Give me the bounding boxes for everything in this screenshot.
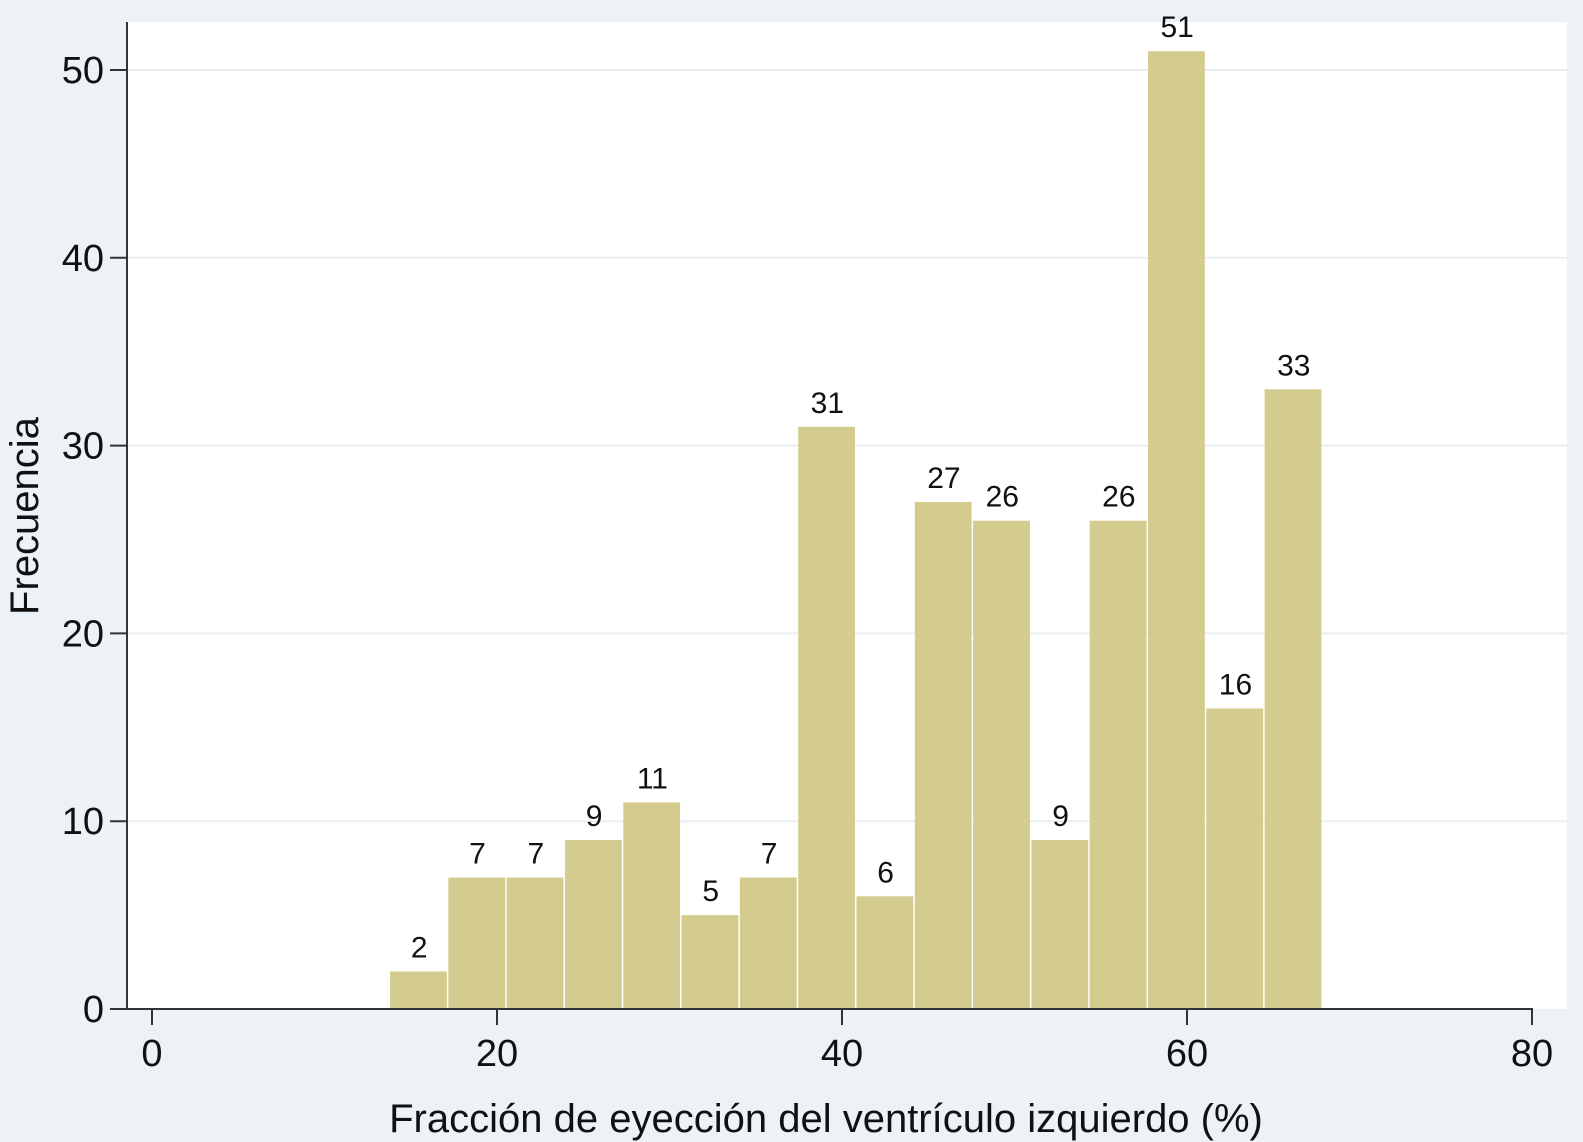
histogram-bar — [681, 915, 739, 1009]
bar-data-label: 26 — [1102, 481, 1135, 514]
histogram-bar — [1031, 839, 1089, 1009]
histogram-bar — [1264, 389, 1322, 1009]
y-axis-label: Frecuencia — [3, 416, 47, 615]
bar-data-label: 31 — [811, 387, 844, 420]
histogram-bar — [973, 520, 1030, 1009]
x-tick-label: 40 — [821, 1033, 863, 1075]
bar-data-label: 51 — [1160, 11, 1193, 44]
bar-data-label: 27 — [927, 462, 960, 495]
histogram-bar — [1089, 520, 1147, 1009]
bar-data-label: 7 — [761, 838, 778, 871]
bar-data-label: 7 — [469, 838, 486, 871]
y-tick-label: 10 — [62, 801, 104, 843]
x-axis-label: Fracción de eyección del ventrículo izqu… — [389, 1097, 1263, 1141]
bar-data-label: 7 — [527, 838, 544, 871]
bar-data-label: 5 — [702, 875, 719, 908]
bar-data-label: 9 — [1052, 800, 1069, 833]
histogram-bar — [623, 802, 681, 1009]
bar-data-label: 11 — [637, 762, 668, 795]
y-tick-label: 30 — [62, 426, 104, 468]
x-tick-label: 80 — [1511, 1033, 1553, 1075]
histogram-bar — [1206, 708, 1264, 1009]
histogram-bar — [390, 971, 447, 1009]
bar-data-label: 16 — [1219, 669, 1252, 702]
x-tick-label: 60 — [1166, 1033, 1208, 1075]
x-tick-label: 0 — [141, 1033, 162, 1075]
histogram-bar — [739, 877, 797, 1009]
histogram-bar — [798, 426, 855, 1009]
histogram-bar — [1148, 51, 1205, 1010]
bar-data-label: 2 — [411, 931, 428, 964]
y-tick-label: 50 — [62, 50, 104, 92]
y-tick-label: 0 — [83, 989, 104, 1031]
histogram-bar — [914, 501, 972, 1009]
histogram-bar — [448, 877, 506, 1009]
y-tick-label: 20 — [62, 613, 104, 655]
bar-data-label: 26 — [986, 481, 1019, 514]
x-tick-label: 20 — [476, 1033, 518, 1075]
bar-data-label: 9 — [586, 800, 603, 833]
histogram-bar — [856, 896, 914, 1009]
histogram-bar — [506, 877, 564, 1009]
y-tick-label: 40 — [62, 238, 104, 280]
histogram-bar — [564, 839, 622, 1009]
bar-data-label: 6 — [877, 856, 894, 889]
bar-data-label: 33 — [1277, 349, 1310, 382]
